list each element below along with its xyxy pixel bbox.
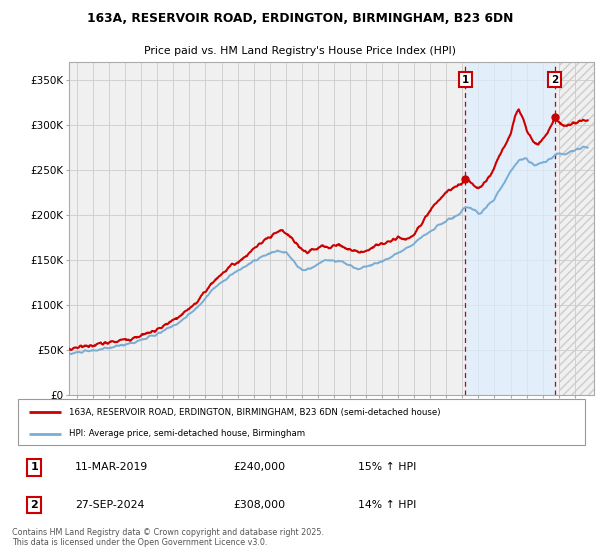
Text: £308,000: £308,000 [233,500,286,510]
Text: Price paid vs. HM Land Registry's House Price Index (HPI): Price paid vs. HM Land Registry's House … [144,46,456,56]
Text: HPI: Average price, semi-detached house, Birmingham: HPI: Average price, semi-detached house,… [69,429,305,438]
Text: 27-SEP-2024: 27-SEP-2024 [75,500,144,510]
Text: 163A, RESERVOIR ROAD, ERDINGTON, BIRMINGHAM, B23 6DN (semi-detached house): 163A, RESERVOIR ROAD, ERDINGTON, BIRMING… [69,408,440,417]
Text: 11-MAR-2019: 11-MAR-2019 [75,463,148,473]
Text: 163A, RESERVOIR ROAD, ERDINGTON, BIRMINGHAM, B23 6DN: 163A, RESERVOIR ROAD, ERDINGTON, BIRMING… [87,12,513,25]
Text: 1: 1 [462,74,469,85]
Text: 2: 2 [551,74,558,85]
FancyBboxPatch shape [18,399,585,445]
Text: 2: 2 [31,500,38,510]
Text: 15% ↑ HPI: 15% ↑ HPI [358,463,416,473]
Text: Contains HM Land Registry data © Crown copyright and database right 2025.
This d: Contains HM Land Registry data © Crown c… [12,528,324,547]
Text: 14% ↑ HPI: 14% ↑ HPI [358,500,416,510]
Text: £240,000: £240,000 [233,463,286,473]
Text: 1: 1 [31,463,38,473]
